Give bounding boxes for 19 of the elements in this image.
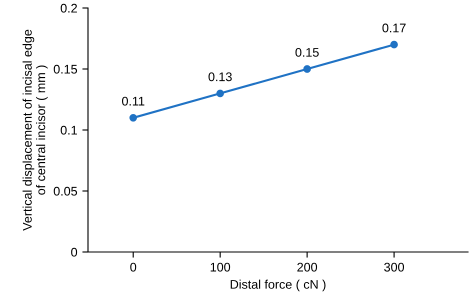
x-tick-label: 300 xyxy=(384,262,404,272)
data-label: 0.13 xyxy=(208,72,232,82)
point xyxy=(390,40,398,48)
y-tick-label: 0.05 xyxy=(54,186,78,196)
data-label: 0.17 xyxy=(382,24,406,32)
y-tick-label: 0 xyxy=(71,248,78,257)
y-tick-label: 0.1 xyxy=(60,126,77,135)
data-label: 0.11 xyxy=(122,96,144,106)
y-tick-label: 0.15 xyxy=(54,64,78,74)
point xyxy=(216,90,224,98)
x-axis-title: Distal force ( cN ) xyxy=(230,280,326,292)
point xyxy=(129,114,138,122)
y-tick-label: 0.2 xyxy=(60,4,77,13)
x-tick-label: 0 xyxy=(130,262,136,272)
point xyxy=(303,65,311,73)
y-axis-title: Vertical displacement of incisal edge of central incisor ( mm ) xyxy=(22,30,48,231)
x-tick-label: 100 xyxy=(210,262,230,272)
x-tick-label: 200 xyxy=(297,262,318,272)
data-label: 0.15 xyxy=(295,48,319,57)
